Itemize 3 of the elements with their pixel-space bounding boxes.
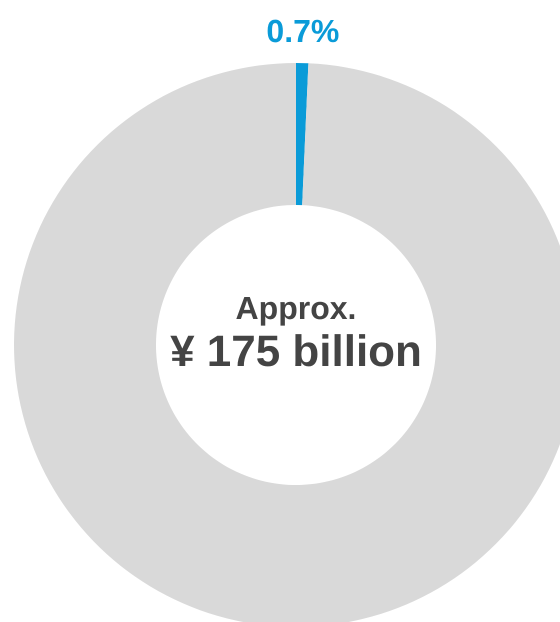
text: ¥ 175 billion <box>169 326 423 378</box>
data-label: 0.7% <box>266 13 340 50</box>
text: Approx. <box>234 290 358 327</box>
